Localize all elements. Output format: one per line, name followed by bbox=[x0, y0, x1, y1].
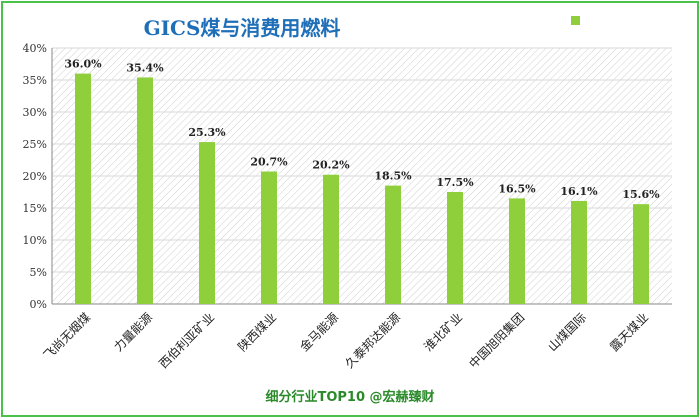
bar bbox=[199, 142, 215, 304]
y-tick-label: 30% bbox=[23, 106, 47, 119]
y-tick-label: 20% bbox=[23, 170, 47, 183]
data-label: 35.4% bbox=[126, 61, 164, 74]
y-tick-label: 25% bbox=[23, 138, 47, 151]
x-tick-label: 飞尚无烟煤 bbox=[41, 310, 93, 362]
y-tick-label: 15% bbox=[23, 202, 47, 215]
x-tick-label: 金马能源 bbox=[297, 310, 342, 355]
x-tick-label: 露天煤业 bbox=[607, 310, 651, 354]
data-label: 20.2% bbox=[312, 159, 350, 172]
data-label: 36.0% bbox=[64, 58, 102, 71]
y-tick-label: 10% bbox=[23, 234, 47, 247]
data-label: 25.3% bbox=[188, 126, 226, 139]
bar bbox=[137, 77, 153, 304]
bar bbox=[633, 204, 649, 304]
legend: ROE* bbox=[571, 10, 622, 30]
x-tick-label: 久泰邦达能源 bbox=[342, 310, 403, 371]
bar bbox=[385, 185, 401, 304]
y-tick-label: 5% bbox=[30, 266, 47, 279]
legend-label-roe: ROE* bbox=[586, 12, 623, 28]
y-tick-label: 40% bbox=[23, 42, 47, 55]
x-tick-label: 西伯利亚矿业 bbox=[156, 310, 218, 372]
chart-title: GICS煤与消费用燃料 bbox=[143, 16, 341, 40]
data-label: 15.6% bbox=[622, 188, 660, 201]
x-tick-label: 陕西煤业 bbox=[235, 310, 280, 355]
y-tick-label: 35% bbox=[23, 74, 47, 87]
y-tick-label: 0% bbox=[30, 298, 47, 311]
footer-caption: 细分行业TOP10 @宏赫臻财 bbox=[265, 390, 435, 405]
data-label: 18.5% bbox=[374, 170, 412, 183]
x-tick-label: 中国旭阳集团 bbox=[466, 310, 528, 372]
data-label: 17.5% bbox=[436, 176, 474, 189]
bar bbox=[509, 198, 525, 304]
legend-swatch-roe bbox=[571, 15, 580, 25]
data-label: 16.1% bbox=[560, 185, 598, 198]
bar bbox=[571, 200, 587, 304]
x-tick-label: 淮北矿业 bbox=[421, 310, 465, 354]
x-tick-label: 山煤国际 bbox=[545, 310, 589, 354]
bar bbox=[75, 73, 91, 304]
x-tick-label: 力量能源 bbox=[111, 310, 155, 354]
bar bbox=[323, 174, 339, 304]
data-label: 20.7% bbox=[250, 156, 288, 169]
data-label: 16.5% bbox=[498, 182, 536, 195]
bar bbox=[261, 171, 277, 304]
bar bbox=[447, 192, 463, 304]
